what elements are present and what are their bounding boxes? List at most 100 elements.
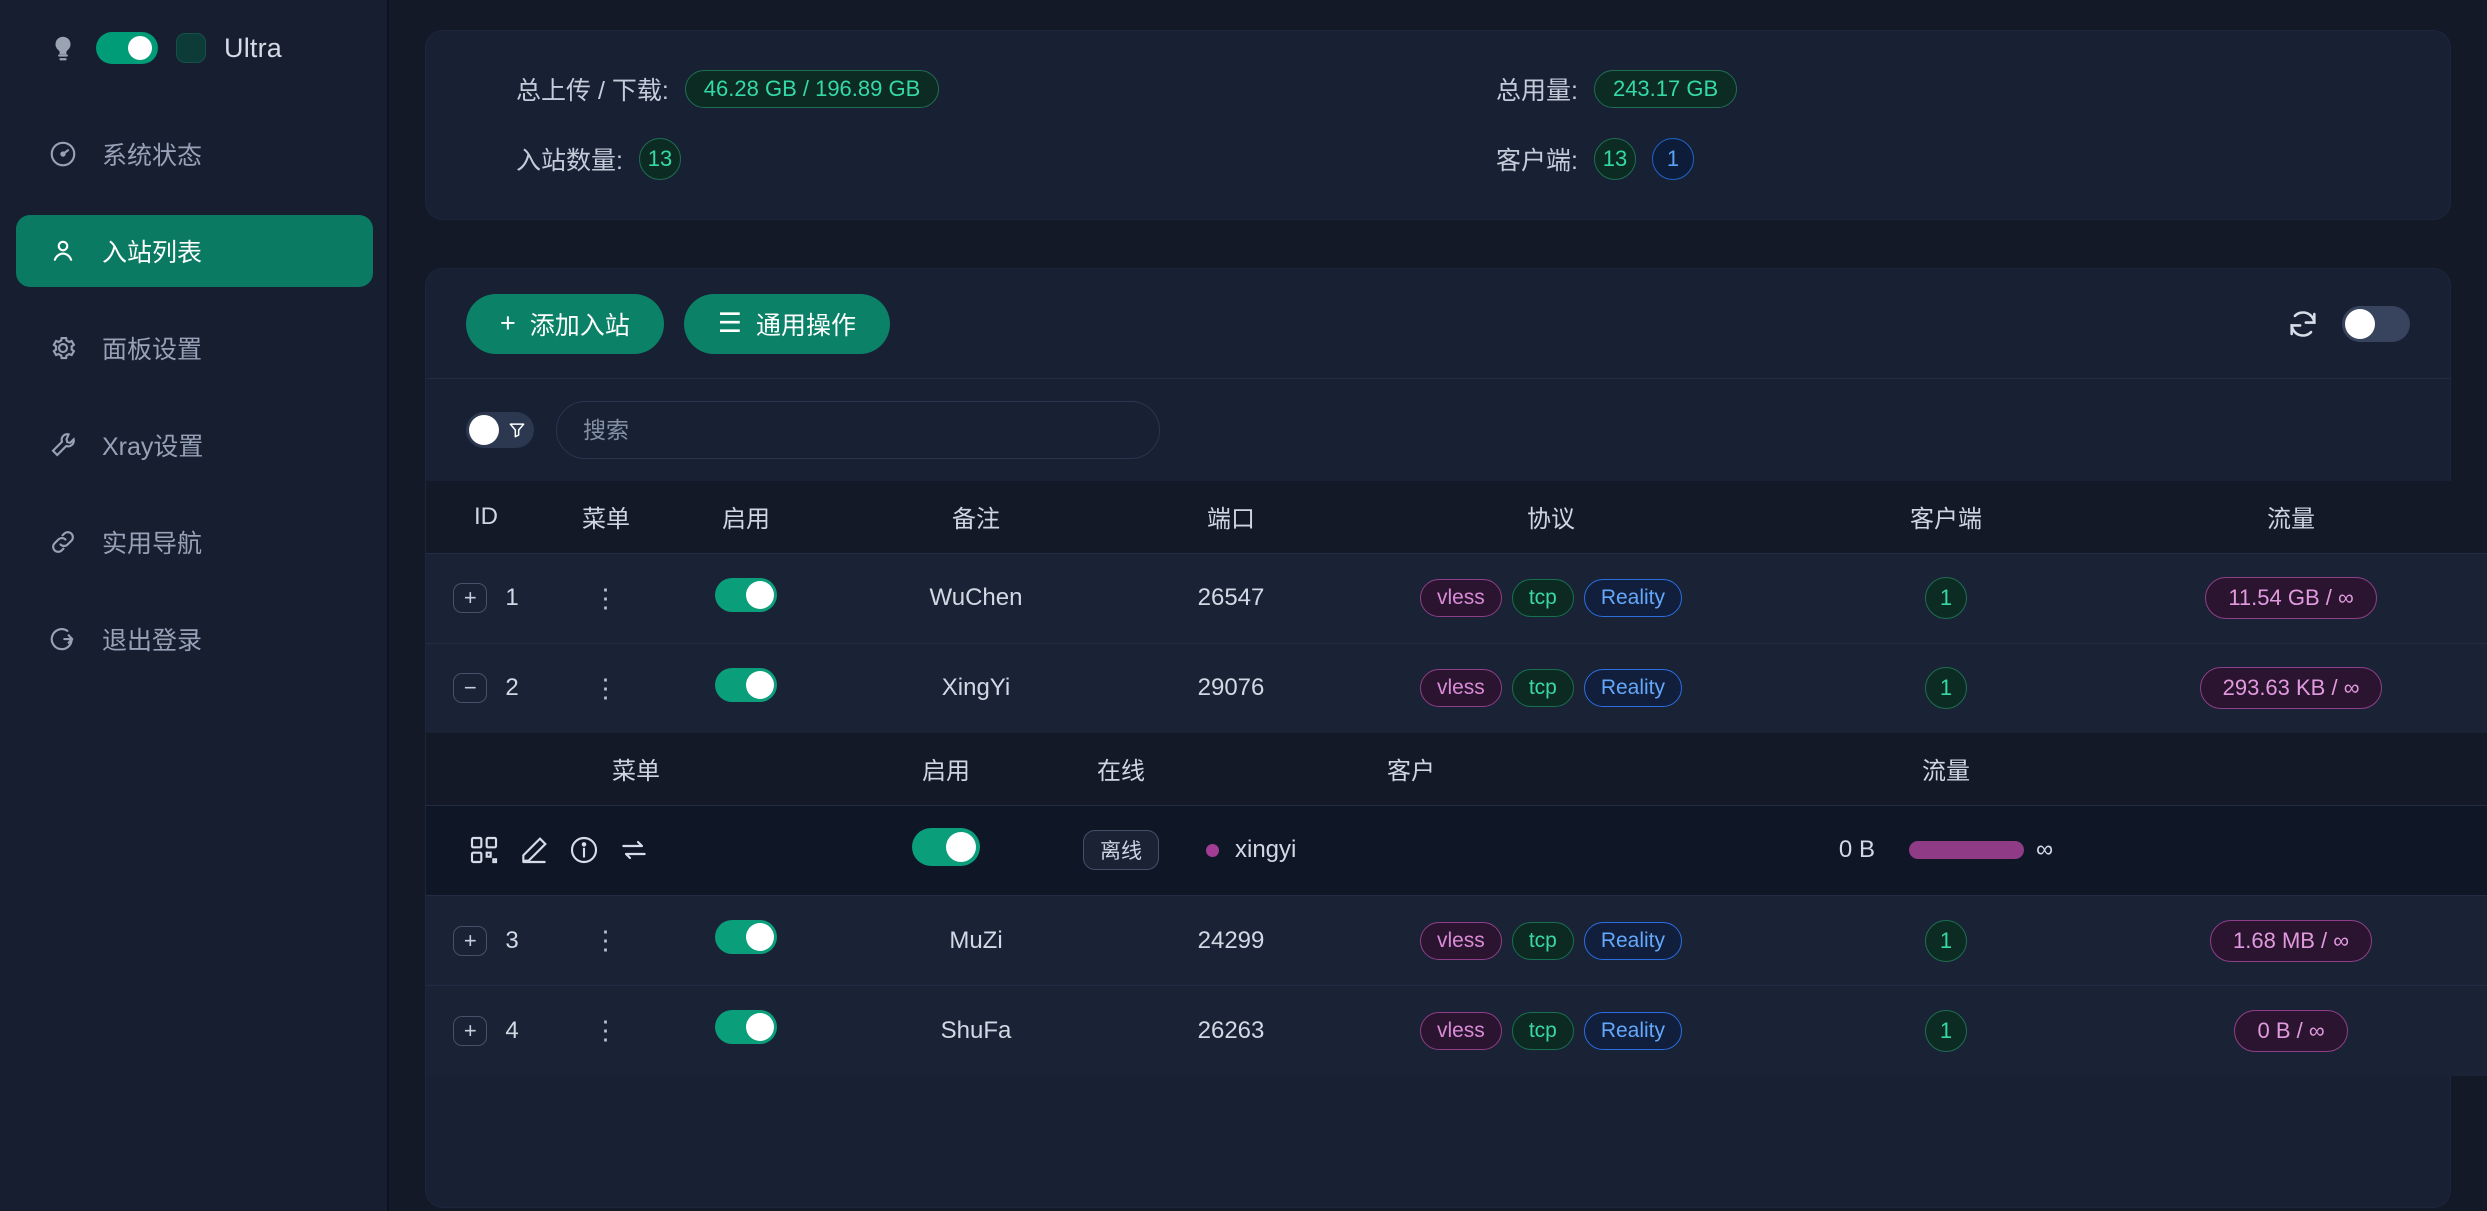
funnel-icon [509,423,525,438]
menu-icon: ☰ [717,308,743,338]
toggle-knob [746,923,774,951]
sidebar-item-label: 系统状态 [102,142,203,170]
table-row[interactable]: − 2 ⋮ XingYi 29076 [426,642,2487,733]
general-actions-button[interactable]: ☰ 通用操作 [683,293,891,354]
auto-refresh-toggle[interactable] [2342,305,2410,342]
sidebar-item-inbound-list[interactable]: 入站列表 [16,215,373,287]
cell-traffic: 0 B / ∞ [2126,985,2456,1076]
tag-protocol: vless [1419,669,1502,708]
general-actions-label: 通用操作 [756,311,857,340]
client-enable-toggle[interactable] [912,827,980,866]
filter-toggle[interactable] [466,412,534,448]
cell-remark: MuZi [826,895,1126,986]
link-icon [48,527,78,557]
header-expiry[interactable]: 到期时间 [2456,481,2487,553]
reset-icon[interactable] [618,834,650,866]
theme-toggle[interactable] [96,32,158,64]
row-enable-toggle[interactable] [715,577,777,612]
client-cell-name: xingyi [1196,804,1626,895]
auto-refresh-toggle-knob [2345,308,2375,339]
cell-clients: 1 [1766,985,2126,1076]
header-port[interactable]: 端口 [1126,481,1336,553]
sidebar-item-xray-settings[interactable]: Xray设置 [16,409,373,481]
search-input[interactable] [556,401,1160,459]
row-expander-icon[interactable]: + [453,583,488,613]
header-remark[interactable]: 备注 [826,481,1126,553]
edit-icon[interactable] [518,834,550,866]
traffic-badge: 0 B / ∞ [2234,1009,2348,1052]
row-enable-toggle[interactable] [715,1010,777,1045]
row-expander-icon[interactable]: + [453,1015,488,1046]
header-enable[interactable]: 启用 [666,481,826,553]
stat-value-clients-online: 1 [1651,138,1694,180]
client-count-badge: 1 [1925,667,1967,710]
client-name-label: xingyi [1235,836,1297,864]
qrcode-icon[interactable] [468,834,500,866]
client-header-traffic: 流量 [1626,733,2266,805]
row-enable-toggle[interactable] [715,667,777,702]
cell-id: + 4 [426,985,546,1076]
row-menu-icon[interactable]: ⋮ [592,1015,620,1046]
client-cell-online: 离线 [1046,804,1196,895]
row-id: 1 [505,584,519,611]
stat-label: 总用量: [1496,77,1578,105]
cell-id: − 2 [426,642,546,733]
row-menu-icon[interactable]: ⋮ [592,925,620,956]
cell-enable [666,985,826,1076]
client-count-badge: 1 [1925,1009,1967,1052]
cell-port: 26547 [1126,552,1336,643]
sidebar-item-system-status[interactable]: 系统状态 [16,118,373,190]
table-row[interactable]: + 4 ⋮ ShuFa 26263 [426,985,2487,1076]
cell-remark: XingYi [826,642,1126,733]
cell-remark: ShuFa [826,985,1126,1076]
status-dot-icon [1206,843,1219,857]
header-clients[interactable]: 客户端 [1766,481,2126,553]
gauge-icon [48,139,78,169]
header-menu[interactable]: 菜单 [546,481,666,553]
row-id: 3 [505,926,519,954]
gear-icon [48,333,78,363]
header-protocol[interactable]: 协议 [1336,481,1766,553]
row-enable-toggle[interactable] [715,920,777,954]
sidebar-item-label: 面板设置 [102,336,203,364]
cell-id: + 3 [426,895,546,986]
sidebar-item-useful-nav[interactable]: 实用导航 [16,506,373,578]
tag-security: Reality [1583,1011,1683,1050]
toggle-knob [746,1013,774,1042]
row-collapse-icon[interactable]: − [453,673,488,704]
tag-network: tcp [1511,669,1574,708]
header-traffic[interactable]: 流量 [2126,481,2456,553]
header-id[interactable]: ID [426,481,546,553]
add-inbound-button[interactable]: + 添加入站 [466,293,664,354]
tag-security: Reality [1583,669,1683,708]
table-row[interactable]: + 1 ⋮ WuChen 26547 [426,552,2487,643]
cell-port: 29076 [1126,642,1336,733]
sidebar-item-logout[interactable]: 退出登录 [16,603,373,675]
table-row[interactable]: + 3 ⋮ MuZi 24299 [426,895,2487,986]
table-header-row: ID 菜单 启用 备注 端口 协议 客户端 流量 到期时间 [426,481,2487,553]
toggle-knob [746,580,774,609]
stat-clients: 客户端: 13 1 [1496,138,1737,180]
cell-expiry: ∞ [2456,985,2487,1076]
user-icon [48,236,78,266]
sidebar-item-panel-settings[interactable]: 面板设置 [16,312,373,384]
client-row[interactable]: 离线 xingyi [426,804,2487,895]
row-menu-icon[interactable]: ⋮ [592,672,620,703]
tag-security: Reality [1583,579,1683,617]
row-expander-icon[interactable]: + [453,925,488,956]
client-table-head: 菜单 启用 在线 客户 流量 到期时间 [426,733,2487,805]
sidebar-item-label: 入站列表 [102,239,203,267]
stats-column-right: 总用量: 243.17 GB 客户端: 13 1 [1496,70,1738,180]
row-menu-icon[interactable]: ⋮ [592,582,620,613]
brand-logo-icon [176,33,206,63]
lightbulb-icon[interactable] [48,33,78,63]
stat-value-inbound-count: 13 [638,138,681,180]
tag-protocol: vless [1419,579,1502,617]
cell-traffic: 1.68 MB / ∞ [2126,895,2456,986]
stat-label: 总上传 / 下载: [516,77,669,105]
sidebar-item-label: 实用导航 [102,530,203,558]
add-inbound-label: 添加入站 [529,311,630,340]
info-icon[interactable] [568,834,600,866]
refresh-icon[interactable] [2286,307,2320,341]
